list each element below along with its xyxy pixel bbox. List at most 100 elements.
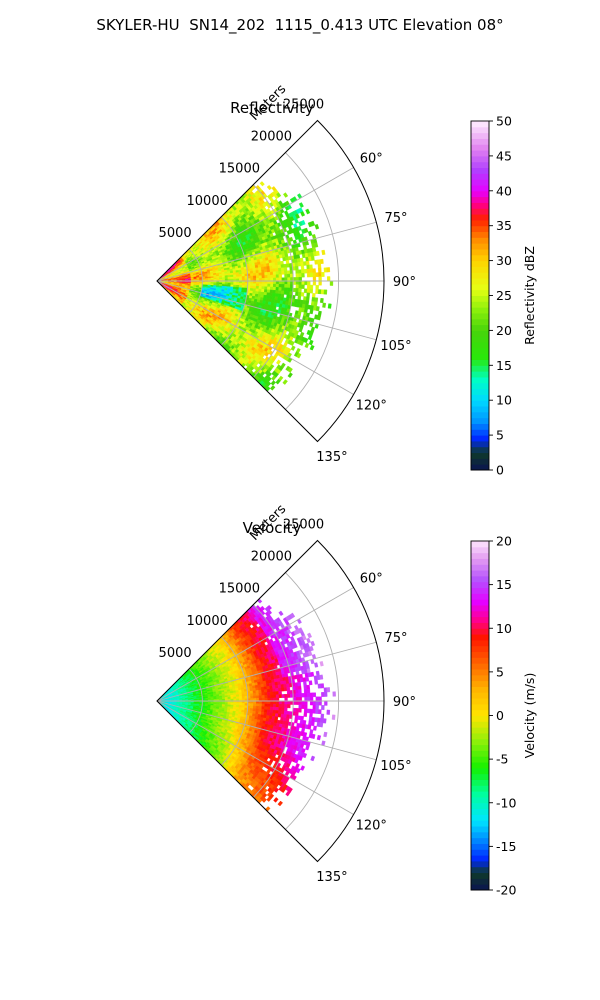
colorbar-segment <box>471 429 489 436</box>
radar-cell <box>282 379 288 385</box>
radar-cell <box>287 284 291 289</box>
radar-cell <box>305 260 310 266</box>
colorbar-segment <box>471 248 489 256</box>
azimuth-tick-label: 135° <box>316 450 347 465</box>
colorbar-segment <box>471 324 489 331</box>
radar-cell <box>301 284 305 289</box>
radar-cell <box>261 275 266 279</box>
colorbar-segment <box>471 330 489 337</box>
radar-cell <box>230 694 234 698</box>
radar-cell <box>280 293 285 298</box>
radar-cell <box>224 702 229 705</box>
azimuth-tick-label: 90° <box>393 275 416 290</box>
radar-cell <box>306 272 311 278</box>
radar-cell <box>267 283 271 288</box>
radar-cell <box>278 283 283 288</box>
radar-cell <box>266 289 271 294</box>
radar-cell <box>216 277 220 280</box>
colorbar-segment <box>471 353 489 360</box>
range-tick-label: 15000 <box>219 162 260 177</box>
radar-cell <box>255 272 260 277</box>
radar-cell <box>235 274 240 278</box>
radar-cell <box>263 289 268 293</box>
radar-cell <box>305 296 310 302</box>
radar-cell <box>238 276 243 279</box>
colorbar-segment <box>471 295 489 302</box>
radar-cell <box>233 696 237 700</box>
range-tick-label: 20000 <box>251 130 292 145</box>
colorbar-segment <box>471 202 489 209</box>
azimuth-tick-label: 60° <box>360 151 383 166</box>
radar-cell <box>284 277 288 282</box>
radar-cell <box>270 380 276 386</box>
radar-cell <box>327 303 332 309</box>
colorbar-segment <box>471 231 489 238</box>
radar-cell <box>286 287 291 292</box>
colorbar-segment <box>471 411 489 419</box>
radar-cell <box>285 259 290 265</box>
radar-cell <box>308 339 314 346</box>
radar-cell <box>255 283 260 287</box>
colorbar-segment <box>471 382 489 390</box>
radar-cell <box>284 280 288 285</box>
radar-cell <box>252 285 257 290</box>
radar-cell <box>272 283 277 288</box>
colorbar-segment <box>471 278 489 285</box>
radar-cell <box>295 284 300 289</box>
radar-cell <box>283 290 288 295</box>
radar-cell <box>258 275 263 279</box>
radar-cell <box>298 327 303 333</box>
radar-cell <box>305 300 310 306</box>
radar-cell <box>309 288 314 294</box>
radar-cell <box>266 184 272 191</box>
radar-cell <box>267 286 271 291</box>
radar-cell <box>259 181 265 187</box>
figure-suptitle: SKYLER-HU SN14_202 1115_0.413 UTC Elevat… <box>96 16 504 34</box>
radar-cell <box>275 267 279 272</box>
radar-cell <box>275 283 280 288</box>
colorbar-segment <box>471 190 489 198</box>
colorbar-segment <box>471 376 489 384</box>
colorbar-tick-label: 30 <box>496 253 512 268</box>
colorbar-tick-label: 10 <box>496 393 512 408</box>
radar-cell <box>306 284 311 290</box>
radar-cell <box>272 265 276 270</box>
radar-cell <box>273 277 277 282</box>
radar-cell <box>300 265 305 270</box>
radar-cell <box>321 249 326 256</box>
radar-cell <box>258 272 263 276</box>
colorbar-segment <box>471 440 489 448</box>
colorbar-segment <box>471 371 489 378</box>
radar-cell <box>275 274 280 279</box>
radar-cell <box>236 276 240 280</box>
radar-cell <box>312 268 316 274</box>
radar-cell <box>263 269 268 273</box>
radar-cell <box>250 275 254 279</box>
radar-cell <box>253 275 257 279</box>
radar-cell <box>278 277 283 282</box>
radar-cell <box>241 282 246 286</box>
radar-cell <box>264 283 268 288</box>
radar-cell <box>306 288 311 294</box>
radar-cell <box>284 270 288 275</box>
radar-cell <box>278 270 282 275</box>
radar-cell <box>296 254 301 260</box>
radar-cell <box>298 202 304 208</box>
radar-cell <box>230 702 234 706</box>
radar-cell <box>307 334 313 341</box>
radar-cell <box>312 276 317 282</box>
colorbar-segment <box>471 336 489 343</box>
colorbar-tick-label: 5 <box>496 428 504 443</box>
radar-cell <box>216 697 220 700</box>
radar-cell <box>258 283 263 287</box>
colorbar-segment <box>471 394 489 401</box>
radar-cell <box>287 273 291 278</box>
radar-cell <box>309 344 315 351</box>
colorbar-segment <box>471 126 489 134</box>
colorbar-label: Reflectivity dBZ <box>522 246 537 345</box>
radar-cell <box>258 269 262 274</box>
radar-cell <box>281 284 285 288</box>
radar-cell <box>276 359 281 365</box>
radar-cell <box>267 280 271 285</box>
radar-cell <box>280 290 285 295</box>
